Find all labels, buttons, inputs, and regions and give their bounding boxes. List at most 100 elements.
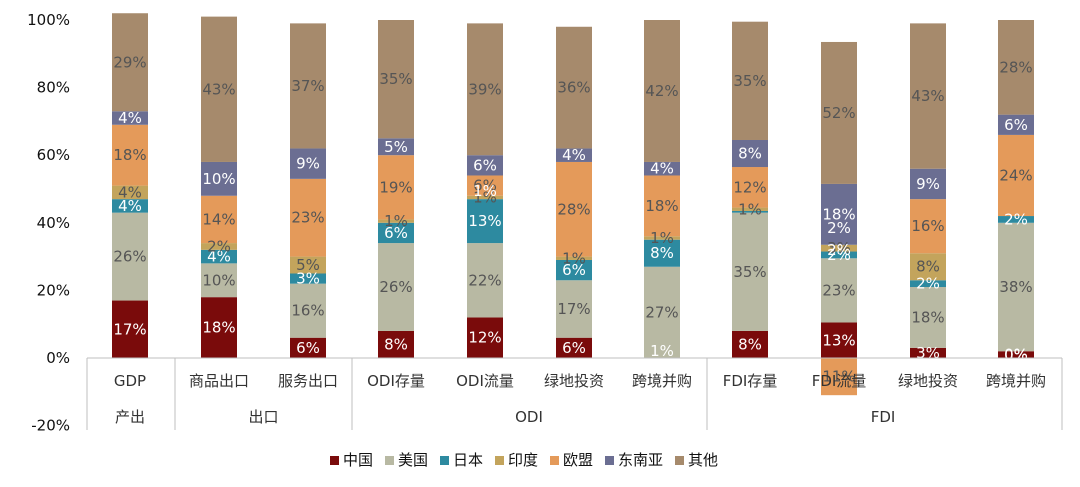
x-tick-label: 跨境并购: [986, 372, 1046, 390]
data-label: 28%: [999, 58, 1032, 76]
bar-segment: [998, 351, 1034, 358]
data-label: 42%: [645, 82, 678, 100]
data-label: 13%: [468, 212, 501, 230]
data-label: 24%: [999, 166, 1032, 184]
legend-label: 日本: [453, 451, 483, 469]
bar-segment: [644, 266, 680, 358]
y-tick-label: 80%: [37, 79, 70, 97]
bar-segment: [290, 178, 326, 257]
data-label: 9%: [916, 175, 940, 193]
bar-segment: [112, 212, 148, 301]
bar-segment: [821, 322, 857, 358]
y-tick-label: 20%: [37, 281, 70, 299]
bar-segment: [378, 155, 414, 220]
legend: 中国 美国 日本 印度 欧盟 东南亚 其他: [330, 451, 718, 469]
bar-segment: [467, 317, 503, 358]
data-label: 2%: [1004, 210, 1028, 228]
data-label: 52%: [822, 104, 855, 122]
y-tick-label: 40%: [37, 214, 70, 232]
x-tick-label: 绿地投资: [898, 372, 958, 390]
bar-segment: [998, 134, 1034, 217]
y-tick-label: 60%: [37, 146, 70, 164]
data-label: 35%: [379, 70, 412, 88]
y-tick-label: -20%: [31, 417, 70, 435]
x-tick-label: 跨境并购: [632, 372, 692, 390]
bar-segment: [732, 330, 768, 358]
bar-segment: [556, 161, 592, 257]
data-label: 43%: [202, 80, 235, 98]
data-label: 3%: [827, 239, 851, 257]
bar-segment: [201, 243, 237, 250]
bar-segment: [290, 148, 326, 179]
x-group-label: FDI: [871, 408, 896, 426]
x-tick-label: 商品出口: [189, 372, 249, 390]
data-label: 3%: [296, 270, 320, 288]
bar-segment: [201, 297, 237, 358]
legend-label: 欧盟: [563, 451, 593, 469]
x-group-label: ODI: [515, 408, 543, 426]
legend-swatch: [440, 456, 449, 465]
legend-swatch: [675, 456, 684, 465]
x-tick-label: GDP: [114, 372, 146, 390]
data-label: 10%: [202, 170, 235, 188]
data-label: 38%: [999, 278, 1032, 296]
data-label: 8%: [916, 258, 940, 276]
data-label: 6%: [473, 156, 497, 174]
bar-segment: [732, 139, 768, 168]
data-label: 27%: [645, 303, 678, 321]
bar-segment: [644, 236, 680, 240]
data-label: 4%: [118, 183, 142, 201]
bar-segment: [467, 199, 503, 244]
bar-segment: [290, 337, 326, 358]
data-labels: 17%26%4%4%18%4%29%18%10%4%2%14%10%43%6%1…: [113, 53, 1032, 385]
data-label: 16%: [291, 302, 324, 320]
x-sublabel: 产出: [115, 408, 145, 426]
data-label: 35%: [733, 263, 766, 281]
bar-segment: [556, 256, 592, 260]
legend-swatch: [495, 456, 504, 465]
data-label: 4%: [650, 160, 674, 178]
data-label: 18%: [911, 308, 944, 326]
bar-segment: [910, 199, 946, 254]
bar-segment: [378, 222, 414, 244]
data-label: 6%: [296, 339, 320, 357]
bar-segment: [732, 207, 768, 211]
legend-swatch: [550, 456, 559, 465]
bar-segment: [290, 256, 326, 274]
data-label: 4%: [118, 197, 142, 215]
data-label: 18%: [202, 319, 235, 337]
data-label: 3%: [916, 344, 940, 362]
bar-segment: [290, 23, 326, 149]
bar-segment: [201, 249, 237, 264]
data-label: 8%: [738, 145, 762, 163]
data-label: 22%: [468, 271, 501, 289]
bar-segment: [112, 111, 148, 125]
bar-segment: [821, 183, 857, 245]
bar-segment: [556, 337, 592, 358]
legend-swatch: [330, 456, 339, 465]
data-label: 9%: [296, 155, 320, 173]
data-label: 16%: [911, 217, 944, 235]
bar-segment: [821, 251, 857, 259]
data-label: 12%: [733, 178, 766, 196]
x-tick-label: ODI存量: [367, 372, 425, 390]
y-tick-label: 0%: [46, 349, 70, 367]
bar-segment: [644, 239, 680, 267]
bar-segment: [290, 273, 326, 284]
data-label: 8%: [650, 244, 674, 262]
x-tick-label: FDI存量: [723, 372, 778, 390]
bar-segment: [378, 20, 414, 139]
data-label: 1%: [650, 342, 674, 360]
bar-segment: [378, 138, 414, 156]
bar-segment: [910, 23, 946, 169]
data-label: 5%: [384, 138, 408, 156]
bar-segment: [467, 23, 503, 156]
data-label: 39%: [468, 80, 501, 98]
x-group-label: 出口: [248, 408, 278, 426]
bar-segment: [644, 20, 680, 162]
x-tick-label: 服务出口: [278, 372, 338, 390]
y-tick-label: 100%: [27, 11, 70, 29]
data-label: 1%: [562, 249, 586, 267]
data-label: 17%: [557, 300, 590, 318]
